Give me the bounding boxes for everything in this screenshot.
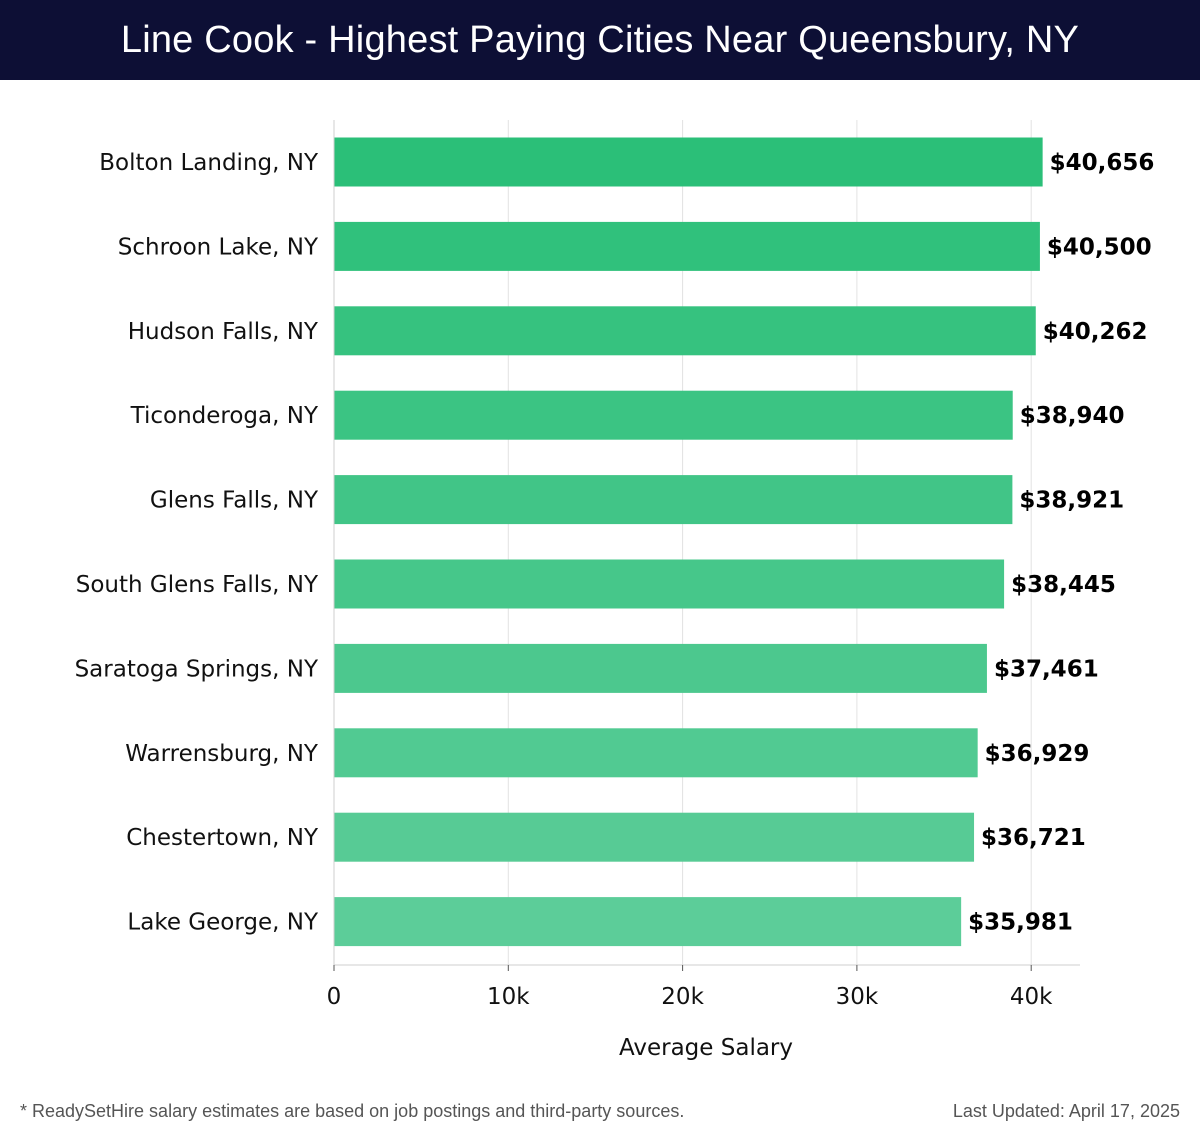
bar	[334, 221, 1040, 271]
category-label: Schroon Lake, NY	[118, 234, 319, 260]
value-label: $40,500	[1047, 234, 1152, 260]
bar-chart: Bolton Landing, NY Schroon Lake, NY Hudson…	[75, 120, 1154, 1061]
value-label: $38,940	[1020, 403, 1125, 429]
category-label: Hudson Falls, NY	[128, 319, 319, 345]
value-label: $38,445	[1011, 572, 1116, 598]
x-axis: 0 10k 20k 30k 40k	[327, 120, 1080, 1010]
last-updated: Last Updated: April 17, 2025	[952, 1101, 1180, 1121]
category-labels: Bolton Landing, NY Schroon Lake, NY Hudson…	[75, 150, 319, 936]
bar	[334, 897, 962, 947]
bar	[334, 559, 1005, 609]
value-label: $36,929	[985, 741, 1090, 767]
category-label: Ticonderoga, NY	[130, 403, 319, 429]
bars	[334, 137, 1043, 947]
value-label: $37,461	[994, 656, 1099, 682]
x-tick-label: 40k	[1010, 984, 1053, 1010]
x-tick-label: 30k	[836, 984, 879, 1010]
value-label: $36,721	[981, 825, 1086, 851]
bar	[334, 306, 1036, 356]
bar	[334, 643, 987, 693]
value-label: $38,921	[1019, 488, 1124, 514]
value-label: $40,262	[1043, 319, 1148, 345]
category-label: Lake George, NY	[127, 910, 319, 936]
chart-header: Line Cook - Highest Paying Cities Near Q…	[0, 0, 1200, 80]
value-labels: $40,656 $40,500 $40,262 $38,940 $38,921 $38,4…	[968, 150, 1154, 936]
chart-title: Line Cook - Highest Paying Cities Near Q…	[120, 18, 1080, 61]
category-label: Chestertown, NY	[126, 825, 319, 851]
category-label: Warrensburg, NY	[125, 741, 319, 767]
bar	[334, 812, 975, 862]
x-tick-label: 20k	[661, 984, 704, 1010]
value-label: $40,656	[1050, 150, 1155, 176]
category-label: Bolton Landing, NY	[99, 150, 319, 176]
bar	[334, 475, 1013, 525]
x-axis-title: Average Salary	[619, 1035, 793, 1061]
x-tick-label: 0	[327, 984, 342, 1010]
x-tick-label: 10k	[487, 984, 530, 1010]
category-label: South Glens Falls, NY	[76, 572, 319, 598]
bar	[334, 137, 1043, 187]
category-label: Saratoga Springs, NY	[75, 656, 319, 682]
value-label: $35,981	[968, 910, 1073, 936]
bar	[334, 390, 1013, 440]
category-label: Glens Falls, NY	[150, 488, 319, 514]
bar	[334, 728, 978, 778]
footer-note: * ReadySetHire salary estimates are base…	[20, 1101, 685, 1121]
